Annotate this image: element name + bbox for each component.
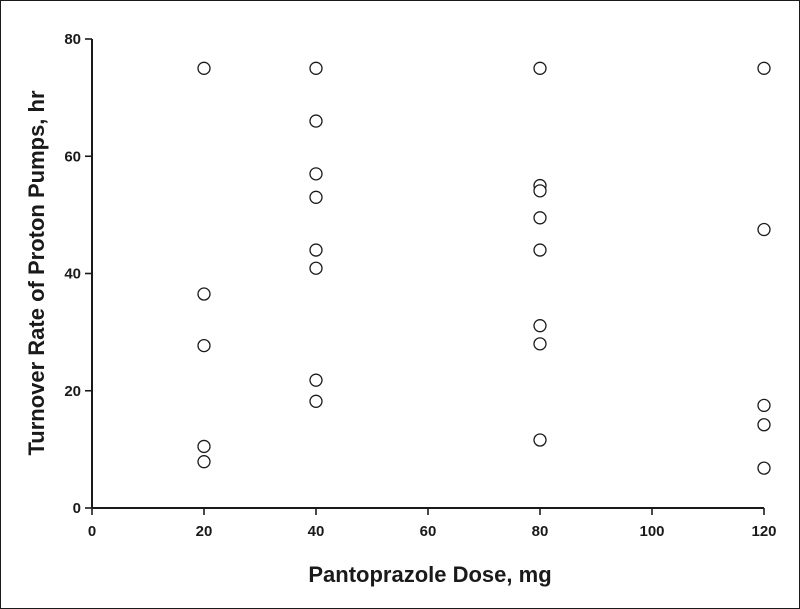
data-point (309, 394, 323, 408)
data-point (197, 61, 211, 75)
data-point (533, 61, 547, 75)
data-point (533, 184, 547, 198)
data-point (533, 243, 547, 257)
y-tick-label: 40 (64, 266, 81, 283)
data-point (309, 190, 323, 204)
data-point (533, 211, 547, 225)
data-point (757, 398, 771, 413)
data-point (757, 61, 771, 75)
y-tick-label: 80 (64, 31, 81, 48)
y-tick-label: 0 (73, 500, 81, 517)
y-axis-ticks: 0 20 40 60 80 (64, 31, 92, 517)
data-point (533, 337, 547, 351)
y-tick-label: 20 (64, 383, 81, 400)
data-point (309, 114, 323, 128)
data-point (309, 373, 323, 387)
x-tick-label: 80 (532, 523, 549, 540)
y-axis-title: Turnover Rate of Proton Pumps, hr (24, 90, 49, 456)
x-axis-ticks: 0 20 40 60 80 100 120 (88, 508, 777, 540)
data-point (309, 61, 323, 75)
x-tick-label: 120 (751, 523, 776, 540)
data-point (533, 319, 547, 333)
data-points (197, 61, 771, 475)
data-point (757, 418, 771, 432)
data-point (197, 455, 211, 469)
x-axis-title: Pantoprazole Dose, mg (308, 562, 551, 587)
data-point (309, 243, 323, 257)
x-tick-label: 60 (420, 523, 437, 540)
x-tick-label: 20 (196, 523, 213, 540)
data-point (757, 222, 771, 237)
axes (91, 39, 764, 509)
data-point (197, 439, 211, 454)
data-point (309, 261, 323, 275)
y-tick-label: 60 (64, 148, 81, 165)
x-tick-label: 100 (639, 523, 664, 540)
data-point (197, 338, 211, 353)
data-point (757, 461, 771, 475)
x-tick-label: 0 (88, 523, 96, 540)
x-tick-label: 40 (308, 523, 325, 540)
data-point (309, 167, 323, 181)
data-point (197, 287, 211, 301)
data-point (533, 433, 547, 447)
